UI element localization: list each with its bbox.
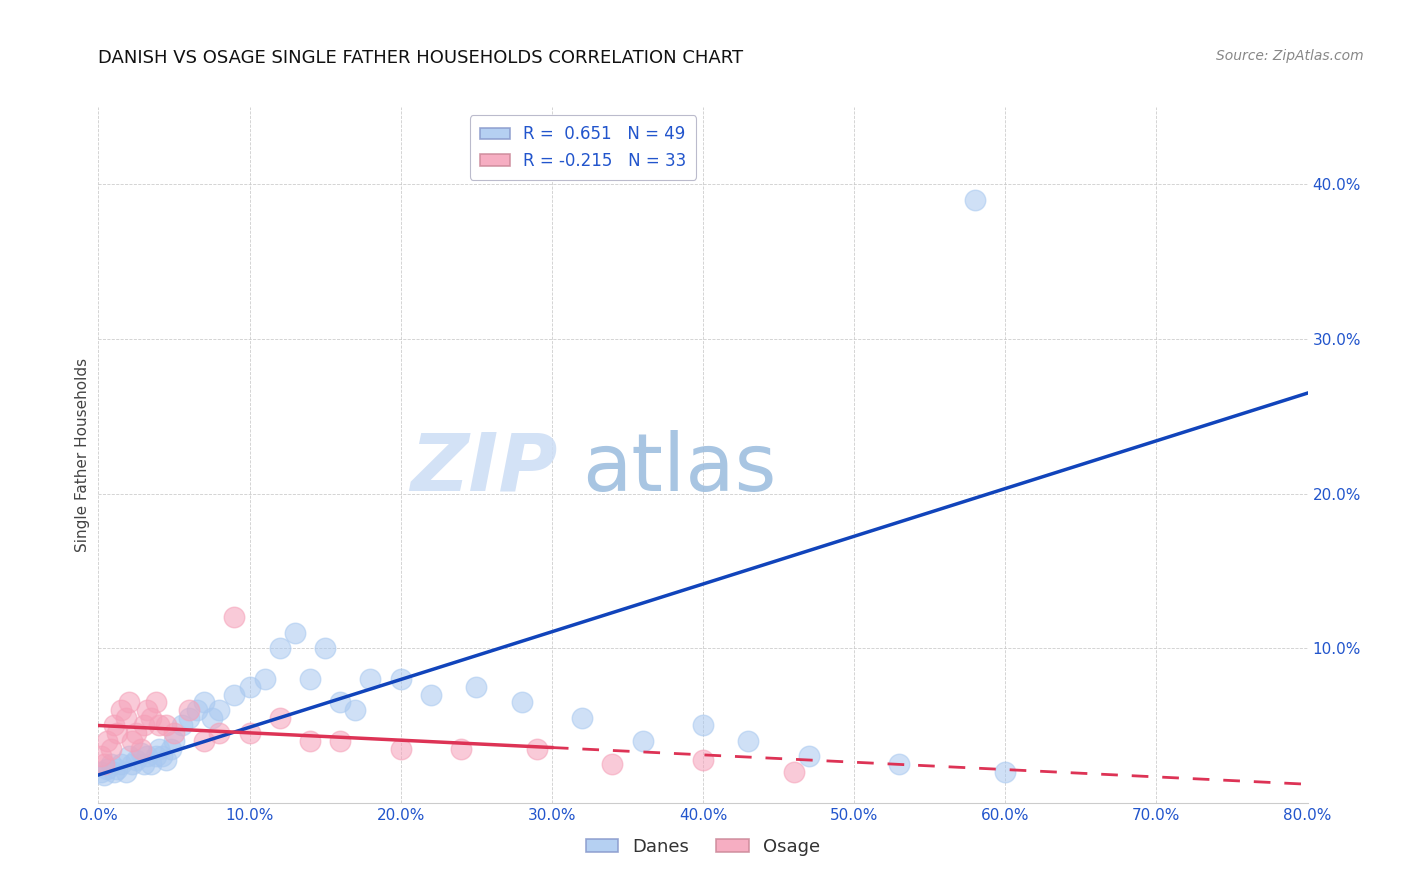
Point <box>121 734 143 748</box>
Point <box>201 711 224 725</box>
Point <box>299 734 322 748</box>
Legend: Danes, Osage: Danes, Osage <box>578 831 828 863</box>
Point <box>163 726 186 740</box>
Point <box>889 757 911 772</box>
Point <box>145 695 167 709</box>
Point <box>105 762 128 776</box>
Point <box>360 672 382 686</box>
Point <box>100 741 122 756</box>
Point <box>93 757 115 772</box>
Point <box>186 703 208 717</box>
Point <box>129 747 152 761</box>
Point <box>269 641 291 656</box>
Point <box>121 757 143 772</box>
Point <box>420 688 443 702</box>
Point <box>314 641 336 656</box>
Point <box>163 734 186 748</box>
Point <box>100 757 122 772</box>
Point <box>253 672 276 686</box>
Point <box>145 749 167 764</box>
Point <box>571 711 593 725</box>
Point <box>450 741 472 756</box>
Point <box>602 757 624 772</box>
Point <box>93 768 115 782</box>
Point <box>105 726 128 740</box>
Point <box>344 703 367 717</box>
Point <box>110 703 132 717</box>
Point <box>141 711 163 725</box>
Point <box>239 680 262 694</box>
Point <box>284 625 307 640</box>
Point <box>125 726 148 740</box>
Point <box>193 734 215 748</box>
Point <box>465 680 488 694</box>
Point <box>125 752 148 766</box>
Point <box>135 749 157 764</box>
Point <box>170 718 193 732</box>
Point <box>692 752 714 766</box>
Point <box>129 741 152 756</box>
Point <box>510 695 533 709</box>
Text: Source: ZipAtlas.com: Source: ZipAtlas.com <box>1216 49 1364 63</box>
Point <box>90 749 112 764</box>
Text: atlas: atlas <box>582 430 776 508</box>
Point <box>224 688 246 702</box>
Point <box>389 741 412 756</box>
Point <box>118 695 141 709</box>
Point <box>239 726 262 740</box>
Point <box>118 749 141 764</box>
Point <box>737 734 759 748</box>
Point <box>150 749 173 764</box>
Point <box>299 672 322 686</box>
Point <box>103 764 125 779</box>
Point <box>329 695 352 709</box>
Point <box>526 741 548 756</box>
Point <box>96 762 118 776</box>
Point <box>389 672 412 686</box>
Point <box>155 752 177 766</box>
Text: ZIP: ZIP <box>411 430 558 508</box>
Point <box>90 764 112 779</box>
Point <box>114 711 136 725</box>
Point <box>160 741 183 756</box>
Point <box>135 703 157 717</box>
Text: DANISH VS OSAGE SINGLE FATHER HOUSEHOLDS CORRELATION CHART: DANISH VS OSAGE SINGLE FATHER HOUSEHOLDS… <box>98 49 744 67</box>
Point <box>692 718 714 732</box>
Point <box>148 718 170 732</box>
Point <box>269 711 291 725</box>
Point <box>224 610 246 624</box>
Point <box>208 703 231 717</box>
Point <box>103 718 125 732</box>
Point <box>114 764 136 779</box>
Point <box>208 726 231 740</box>
Point <box>132 757 155 772</box>
Point <box>193 695 215 709</box>
Point <box>132 718 155 732</box>
Point <box>155 718 177 732</box>
Point <box>631 734 654 748</box>
Point <box>96 734 118 748</box>
Point <box>797 749 820 764</box>
Point <box>179 703 201 717</box>
Y-axis label: Single Father Households: Single Father Households <box>75 358 90 552</box>
Point <box>783 764 806 779</box>
Point <box>994 764 1017 779</box>
Point <box>141 757 163 772</box>
Point <box>179 711 201 725</box>
Point <box>148 741 170 756</box>
Point <box>329 734 352 748</box>
Point <box>965 193 987 207</box>
Point <box>110 757 132 772</box>
